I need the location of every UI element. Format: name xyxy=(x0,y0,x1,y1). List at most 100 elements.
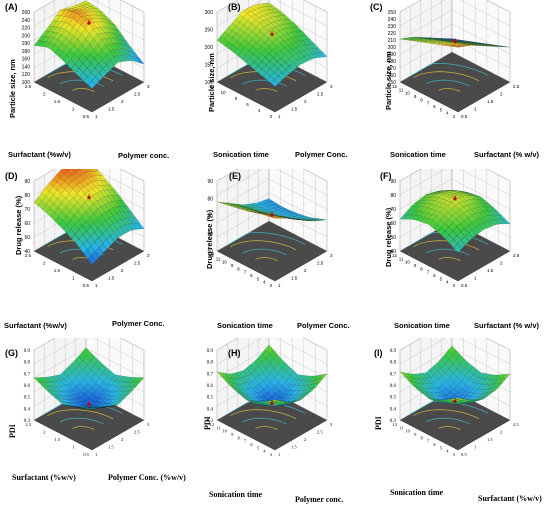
surface-patch xyxy=(279,29,288,36)
surface-patch xyxy=(427,38,436,40)
surface-patch xyxy=(449,381,459,389)
surface-patch xyxy=(290,31,300,37)
x-tick-label: 4 xyxy=(446,280,449,285)
z-axis-label: PDI xyxy=(8,424,17,438)
surface-patch xyxy=(440,38,449,40)
surface-patch xyxy=(487,390,496,395)
surface-patch xyxy=(115,195,124,202)
x-tick-label: 6 xyxy=(250,442,253,447)
surface-patch xyxy=(56,15,65,22)
surface-patch xyxy=(449,373,458,383)
z-tick-label: 200 xyxy=(205,45,214,51)
x-tick-label: 2.5 xyxy=(25,84,32,89)
surface-patch xyxy=(285,18,295,24)
surface-patch xyxy=(296,396,305,402)
surface-patch xyxy=(42,41,51,48)
surface-patch xyxy=(459,206,468,214)
floor-contour xyxy=(425,79,470,87)
surface-patch xyxy=(466,199,475,205)
y-tick-label: 2 xyxy=(500,430,502,435)
floor-contour xyxy=(227,231,306,246)
y-tick-label: 1 xyxy=(278,283,281,288)
x-axis-label: Surfactant (%w/v) xyxy=(4,321,67,330)
surface-patch xyxy=(69,205,79,215)
surface-patch xyxy=(246,203,256,207)
surface-patch xyxy=(112,206,121,214)
z-tick-label: 160 xyxy=(388,73,397,79)
surface-patch xyxy=(437,191,446,194)
floor-contour xyxy=(425,417,470,425)
floor-contour xyxy=(72,426,95,430)
z-tick-label: 0.4 xyxy=(24,407,31,412)
floor-contour xyxy=(425,248,470,256)
surface-patch xyxy=(460,220,469,229)
z-tick-label: 80 xyxy=(24,193,30,199)
surface-patch xyxy=(112,213,122,222)
surface-patch xyxy=(98,175,108,181)
z-tick-label: 80 xyxy=(390,193,396,199)
surface-patch xyxy=(112,395,122,400)
surface-patch xyxy=(464,224,473,234)
x-tick-label: 10 xyxy=(405,91,411,96)
surface-patch xyxy=(296,58,305,65)
surface-patch xyxy=(273,203,282,208)
surface-patch xyxy=(278,376,287,387)
panel-e: 90 80 70 60 50 12 11 10 9 8 7 6 5 4 3 1 1.5 2 2.5 3 (E) Dru… xyxy=(183,169,366,338)
z-tick-label: 0.6 xyxy=(207,384,214,389)
surface-patch xyxy=(450,388,459,396)
z-axis-label: Drug release (%) xyxy=(384,207,393,267)
surface-patch xyxy=(111,189,120,196)
surface-patch xyxy=(247,381,256,389)
surface-patch xyxy=(278,211,287,215)
surface-patch xyxy=(100,394,109,400)
surface-patch xyxy=(462,195,471,201)
surface-patch xyxy=(245,58,255,67)
z-tick-label: 260 xyxy=(22,10,31,16)
surface-patch xyxy=(292,47,301,55)
x-tick-label: 8 xyxy=(420,97,423,102)
surface-patch xyxy=(433,38,442,40)
surface-patch xyxy=(453,44,462,47)
surface-patch xyxy=(229,205,238,208)
y-tick-label: 0.5 xyxy=(461,114,468,119)
surface-patch xyxy=(70,44,79,55)
surface-patch xyxy=(71,405,80,408)
surface-patch xyxy=(228,377,237,385)
x-tick-label: 8 xyxy=(238,435,241,440)
surface-patch xyxy=(274,212,283,215)
y-tick-label: 2 xyxy=(304,437,306,442)
surface-patch xyxy=(75,238,84,249)
surface-patch xyxy=(102,179,112,186)
surface-patch xyxy=(132,56,141,64)
surface-patch xyxy=(54,215,63,226)
y-axis-label: Surfactant (% w/v) xyxy=(474,150,540,159)
y-tick-label: 2 xyxy=(500,92,503,97)
surface-patch xyxy=(100,398,110,404)
x-tick-label: 12 xyxy=(393,422,398,427)
surface-patch xyxy=(296,394,305,400)
surface-patch xyxy=(252,34,261,43)
y-axis-label: Surfactant (% w/v) xyxy=(474,321,540,330)
floor-contour xyxy=(242,248,287,256)
surface-patch xyxy=(277,209,287,213)
surface-patch xyxy=(79,407,88,409)
surface-patch xyxy=(447,208,457,216)
surface-patch xyxy=(475,224,485,233)
plot-g: 0.90.80.70.60.50.40.32.521.510.5 11.522.5… xyxy=(24,338,150,457)
surface-patch xyxy=(83,172,92,178)
z-axis-label: Drug release (%) xyxy=(14,195,23,255)
surface-patch xyxy=(460,227,469,237)
grid-line xyxy=(399,0,511,27)
x-tick-label: 4 xyxy=(263,449,266,454)
surface-patch xyxy=(457,190,466,194)
x-axis-label: Sonication time xyxy=(217,321,273,330)
z-tick-label: 240 xyxy=(22,18,31,24)
y-tick-label: 2.5 xyxy=(513,84,520,89)
surface-patch xyxy=(285,65,294,74)
surface-patch xyxy=(440,215,449,224)
surface-patch xyxy=(107,379,116,386)
surface-patch xyxy=(123,206,132,213)
z-tick-label: 180 xyxy=(388,59,397,65)
